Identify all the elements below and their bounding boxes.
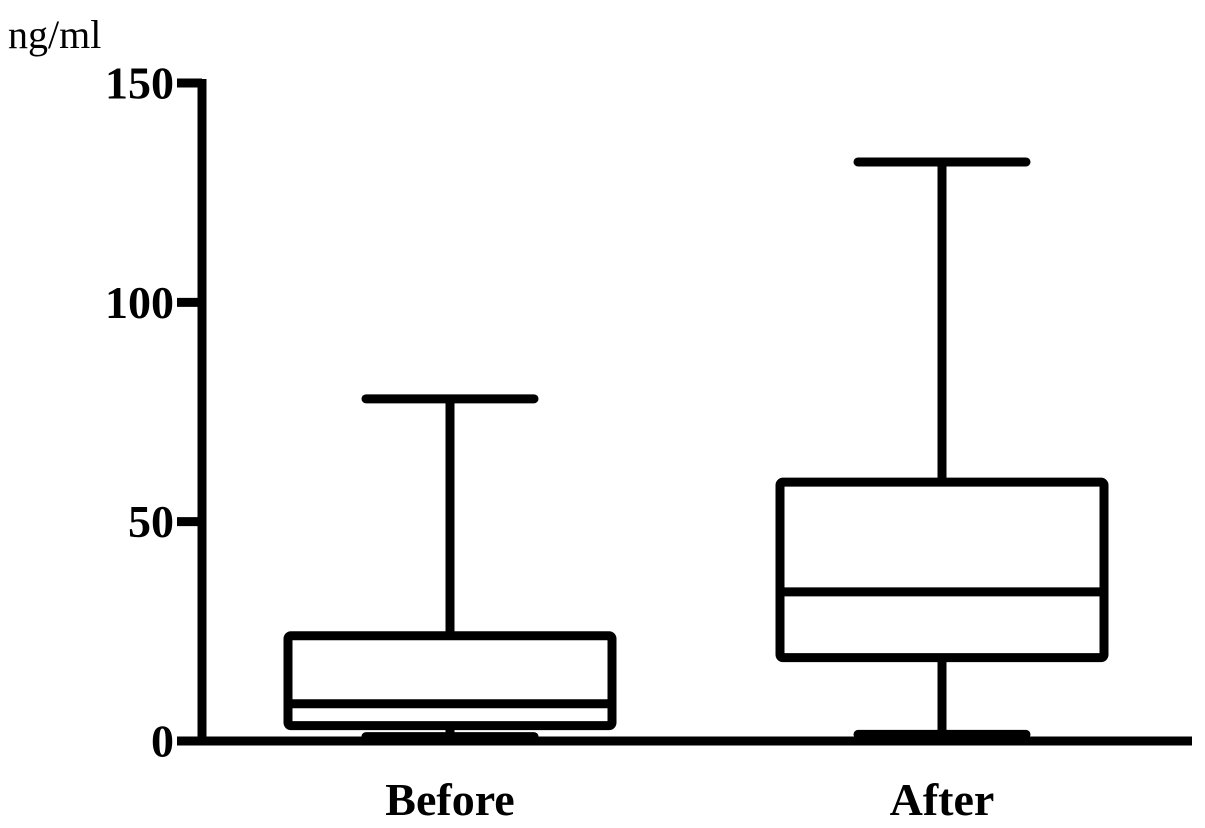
y-tick-label-100: 100 <box>105 277 174 328</box>
y-tick-label-150: 150 <box>105 58 174 109</box>
x-category-label-after: After <box>890 774 995 825</box>
box-after <box>775 157 1109 739</box>
y-axis-label: ng/ml <box>8 12 101 57</box>
x-axis: Before After <box>198 736 1192 825</box>
iqr-box-before <box>283 631 617 731</box>
boxes <box>283 157 1109 742</box>
x-category-label-before: Before <box>385 774 514 825</box>
y-axis: 0 50 100 150 <box>105 58 207 767</box>
iqr-box-after <box>775 477 1109 663</box>
box-before <box>283 394 617 742</box>
y-tick-label-50: 50 <box>128 496 174 547</box>
y-tick-label-0: 0 <box>151 716 174 767</box>
